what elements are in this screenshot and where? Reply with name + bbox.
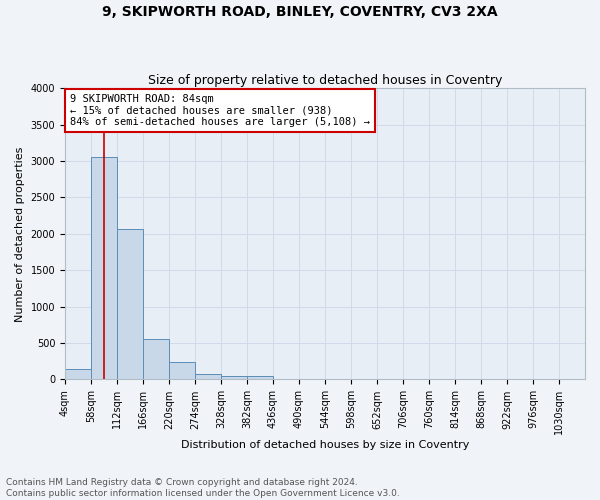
Text: 9, SKIPWORTH ROAD, BINLEY, COVENTRY, CV3 2XA: 9, SKIPWORTH ROAD, BINLEY, COVENTRY, CV3… bbox=[102, 5, 498, 19]
X-axis label: Distribution of detached houses by size in Coventry: Distribution of detached houses by size … bbox=[181, 440, 469, 450]
Bar bbox=[169, 362, 195, 380]
Text: Contains HM Land Registry data © Crown copyright and database right 2024.
Contai: Contains HM Land Registry data © Crown c… bbox=[6, 478, 400, 498]
Bar bbox=[195, 374, 221, 380]
Bar bbox=[221, 376, 247, 380]
Text: 9 SKIPWORTH ROAD: 84sqm
← 15% of detached houses are smaller (938)
84% of semi-d: 9 SKIPWORTH ROAD: 84sqm ← 15% of detache… bbox=[70, 94, 370, 127]
Bar bbox=[65, 368, 91, 380]
Bar bbox=[247, 376, 273, 380]
Title: Size of property relative to detached houses in Coventry: Size of property relative to detached ho… bbox=[148, 74, 502, 87]
Bar bbox=[143, 338, 169, 380]
Y-axis label: Number of detached properties: Number of detached properties bbox=[15, 146, 25, 322]
Bar bbox=[91, 156, 117, 380]
Bar bbox=[117, 230, 143, 380]
